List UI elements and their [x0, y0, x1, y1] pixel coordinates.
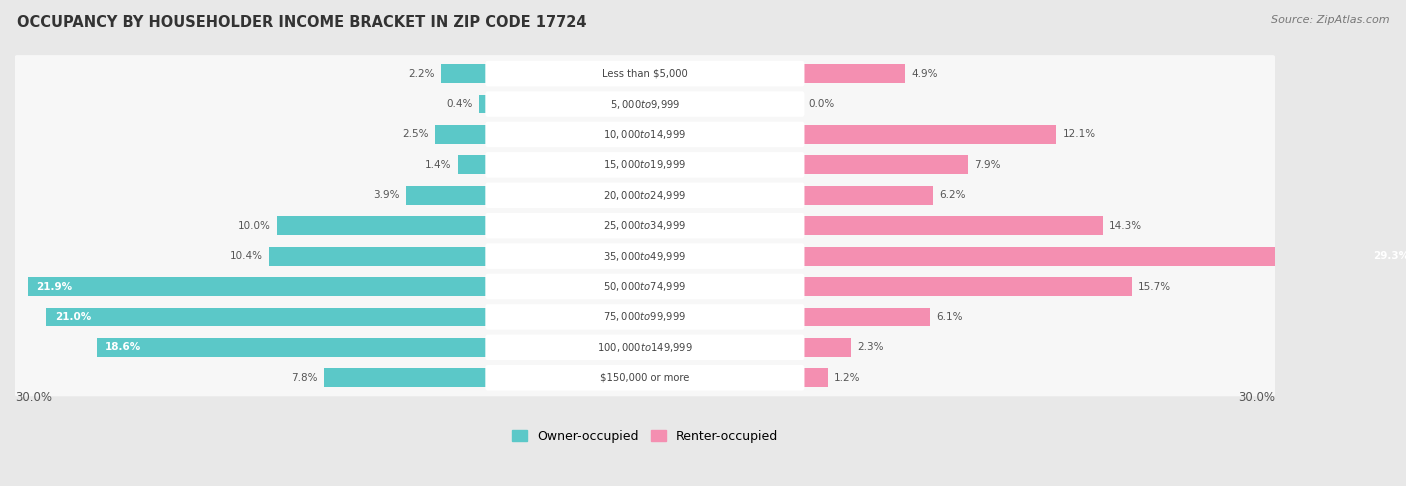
Bar: [441, 64, 488, 83]
Text: Source: ZipAtlas.com: Source: ZipAtlas.com: [1271, 15, 1389, 25]
Bar: [479, 95, 488, 114]
FancyBboxPatch shape: [485, 334, 804, 360]
Text: 0.4%: 0.4%: [446, 99, 472, 109]
Text: 2.2%: 2.2%: [408, 69, 434, 79]
Bar: [46, 308, 488, 327]
Bar: [803, 308, 931, 327]
Text: 3.9%: 3.9%: [373, 191, 399, 200]
FancyBboxPatch shape: [14, 177, 1275, 214]
Text: $150,000 or more: $150,000 or more: [600, 373, 689, 383]
FancyBboxPatch shape: [485, 213, 804, 239]
Bar: [803, 368, 828, 387]
Text: $15,000 to $19,999: $15,000 to $19,999: [603, 158, 686, 172]
Text: $100,000 to $149,999: $100,000 to $149,999: [598, 341, 693, 354]
Bar: [434, 125, 488, 144]
Text: 7.9%: 7.9%: [974, 160, 1001, 170]
Text: $10,000 to $14,999: $10,000 to $14,999: [603, 128, 686, 141]
FancyBboxPatch shape: [485, 274, 804, 299]
Text: 29.3%: 29.3%: [1374, 251, 1406, 261]
Text: 6.1%: 6.1%: [936, 312, 963, 322]
FancyBboxPatch shape: [14, 86, 1275, 122]
Text: 7.8%: 7.8%: [291, 373, 318, 383]
Text: $75,000 to $99,999: $75,000 to $99,999: [603, 311, 686, 323]
Text: OCCUPANCY BY HOUSEHOLDER INCOME BRACKET IN ZIP CODE 17724: OCCUPANCY BY HOUSEHOLDER INCOME BRACKET …: [17, 15, 586, 30]
Bar: [803, 338, 851, 357]
FancyBboxPatch shape: [485, 183, 804, 208]
Bar: [97, 338, 488, 357]
Legend: Owner-occupied, Renter-occupied: Owner-occupied, Renter-occupied: [512, 430, 778, 443]
FancyBboxPatch shape: [14, 298, 1275, 335]
Text: $5,000 to $9,999: $5,000 to $9,999: [610, 98, 681, 110]
FancyBboxPatch shape: [485, 243, 804, 269]
Text: 21.9%: 21.9%: [37, 281, 72, 292]
Text: Less than $5,000: Less than $5,000: [602, 69, 688, 79]
FancyBboxPatch shape: [14, 207, 1275, 244]
Bar: [269, 247, 488, 265]
Text: 6.2%: 6.2%: [939, 191, 966, 200]
FancyBboxPatch shape: [14, 55, 1275, 92]
FancyBboxPatch shape: [14, 116, 1275, 153]
FancyBboxPatch shape: [485, 61, 804, 87]
Bar: [803, 186, 932, 205]
Bar: [803, 247, 1406, 265]
Bar: [277, 216, 488, 235]
Text: 4.9%: 4.9%: [911, 69, 938, 79]
Text: 10.4%: 10.4%: [229, 251, 263, 261]
FancyBboxPatch shape: [485, 304, 804, 330]
Text: $35,000 to $49,999: $35,000 to $49,999: [603, 250, 686, 262]
Text: 30.0%: 30.0%: [15, 391, 52, 404]
Text: 18.6%: 18.6%: [105, 342, 142, 352]
FancyBboxPatch shape: [485, 152, 804, 178]
Text: 12.1%: 12.1%: [1063, 129, 1095, 139]
FancyBboxPatch shape: [485, 122, 804, 147]
Bar: [803, 64, 905, 83]
Bar: [803, 156, 969, 174]
Bar: [803, 216, 1102, 235]
Bar: [405, 186, 488, 205]
FancyBboxPatch shape: [14, 268, 1275, 305]
Text: $20,000 to $24,999: $20,000 to $24,999: [603, 189, 686, 202]
Text: 2.5%: 2.5%: [402, 129, 429, 139]
Bar: [28, 277, 488, 296]
FancyBboxPatch shape: [485, 91, 804, 117]
Text: 14.3%: 14.3%: [1109, 221, 1142, 231]
Bar: [803, 277, 1132, 296]
Bar: [803, 125, 1056, 144]
FancyBboxPatch shape: [485, 365, 804, 391]
Bar: [323, 368, 488, 387]
Text: 0.0%: 0.0%: [808, 99, 835, 109]
Text: 10.0%: 10.0%: [238, 221, 271, 231]
Text: 2.3%: 2.3%: [856, 342, 883, 352]
Text: $25,000 to $34,999: $25,000 to $34,999: [603, 219, 686, 232]
Text: 1.2%: 1.2%: [834, 373, 860, 383]
Text: 1.4%: 1.4%: [425, 160, 451, 170]
FancyBboxPatch shape: [14, 238, 1275, 275]
FancyBboxPatch shape: [14, 146, 1275, 183]
FancyBboxPatch shape: [14, 329, 1275, 366]
Text: $50,000 to $74,999: $50,000 to $74,999: [603, 280, 686, 293]
Text: 30.0%: 30.0%: [1237, 391, 1275, 404]
Bar: [458, 156, 488, 174]
FancyBboxPatch shape: [14, 359, 1275, 396]
Text: 15.7%: 15.7%: [1139, 281, 1171, 292]
Text: 21.0%: 21.0%: [55, 312, 91, 322]
